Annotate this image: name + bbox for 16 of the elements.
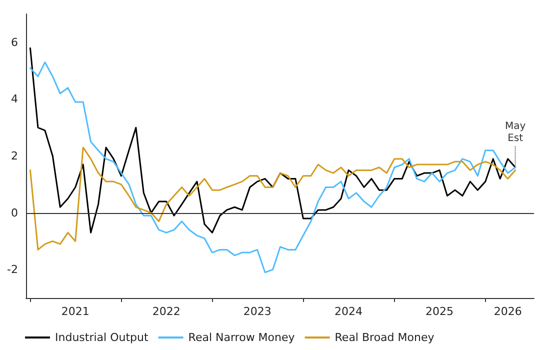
y-tick-label: 0 xyxy=(11,206,18,220)
legend-label: Real Broad Money xyxy=(334,331,435,344)
legend-label: Industrial Output xyxy=(55,331,149,344)
x-tick-label: 2022 xyxy=(152,305,180,318)
x-tick-label: 2021 xyxy=(61,305,90,318)
y-tick-label: 4 xyxy=(11,92,18,106)
y-tick-label: 2 xyxy=(11,150,18,162)
y-tick-label: -2 xyxy=(7,263,18,276)
legend-label: Real Narrow Money xyxy=(188,331,296,344)
line-series xyxy=(29,146,516,250)
annotation: May Est xyxy=(504,120,526,144)
x-tick-label: 2024 xyxy=(334,305,363,318)
x-tick-label: 2023 xyxy=(243,305,272,318)
y-tick-label: 6 xyxy=(11,36,18,49)
x-tick-label: 2025 xyxy=(426,305,454,318)
x-tick-label: 2026 xyxy=(494,305,522,318)
